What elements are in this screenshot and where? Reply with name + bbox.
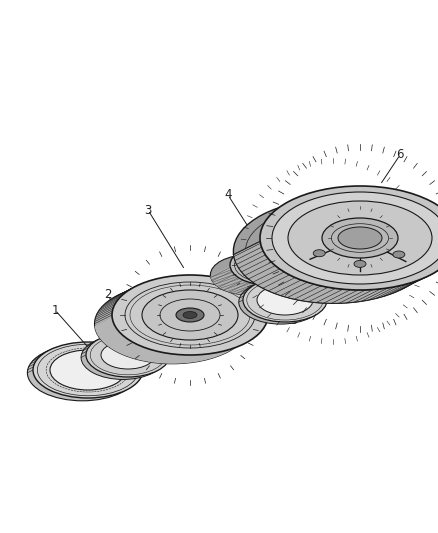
Ellipse shape: [81, 335, 165, 379]
Ellipse shape: [252, 257, 284, 273]
Ellipse shape: [176, 308, 204, 322]
Text: 2: 2: [104, 288, 112, 302]
Ellipse shape: [233, 267, 265, 283]
Ellipse shape: [272, 192, 438, 284]
Text: 4: 4: [224, 189, 232, 201]
Ellipse shape: [233, 199, 433, 303]
Text: 1: 1: [51, 303, 59, 317]
Ellipse shape: [257, 285, 313, 315]
Ellipse shape: [288, 201, 432, 275]
Polygon shape: [211, 266, 306, 295]
Ellipse shape: [28, 345, 138, 401]
Ellipse shape: [96, 343, 150, 372]
Ellipse shape: [112, 275, 268, 355]
Text: 5: 5: [290, 313, 298, 327]
Polygon shape: [233, 241, 438, 303]
Text: 3: 3: [144, 204, 152, 216]
Ellipse shape: [44, 353, 120, 393]
Ellipse shape: [295, 231, 371, 271]
Ellipse shape: [101, 341, 155, 369]
Ellipse shape: [260, 186, 438, 290]
Ellipse shape: [253, 287, 309, 317]
Ellipse shape: [183, 311, 197, 319]
Ellipse shape: [313, 250, 325, 257]
Ellipse shape: [393, 251, 405, 258]
Ellipse shape: [33, 342, 143, 398]
Ellipse shape: [134, 329, 162, 343]
Ellipse shape: [142, 308, 202, 340]
Ellipse shape: [239, 280, 323, 324]
Ellipse shape: [95, 284, 251, 364]
Text: 6: 6: [396, 149, 404, 161]
Polygon shape: [95, 318, 268, 364]
Ellipse shape: [243, 278, 327, 322]
Ellipse shape: [338, 227, 382, 249]
Ellipse shape: [210, 255, 286, 295]
Ellipse shape: [142, 290, 238, 340]
Ellipse shape: [322, 218, 398, 258]
Ellipse shape: [354, 261, 366, 268]
Ellipse shape: [50, 350, 126, 390]
Ellipse shape: [86, 333, 170, 377]
Ellipse shape: [230, 245, 306, 285]
